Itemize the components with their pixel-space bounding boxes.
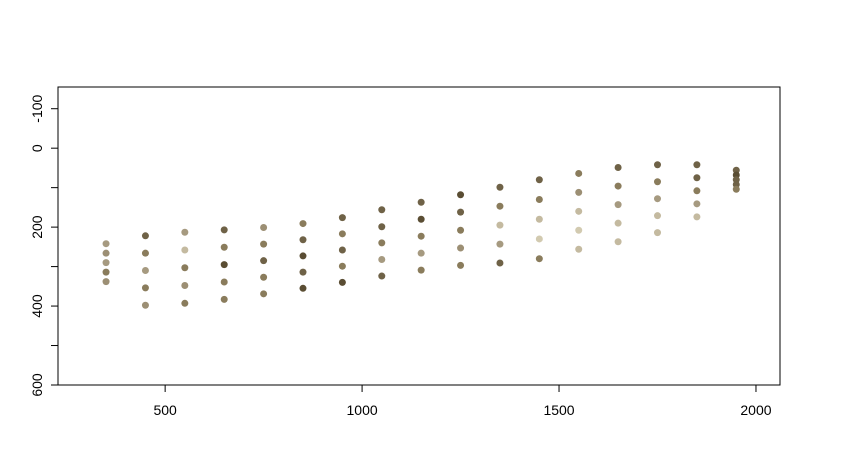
point [220, 243, 228, 251]
point [260, 290, 268, 298]
point [338, 214, 346, 222]
point [496, 202, 504, 210]
point [575, 169, 583, 177]
point [141, 249, 149, 257]
y-tick-label: 600 [29, 373, 45, 397]
point [693, 213, 701, 221]
point [693, 174, 701, 182]
point [141, 232, 149, 240]
point [457, 244, 465, 252]
x-tick-label: 1500 [543, 402, 574, 418]
point [535, 176, 543, 184]
point [260, 240, 268, 248]
x-tick-label: 2000 [740, 402, 771, 418]
point [181, 246, 189, 254]
point [299, 268, 307, 276]
point [141, 267, 149, 275]
point [181, 264, 189, 272]
point [732, 185, 740, 193]
point [102, 278, 110, 286]
point [417, 198, 425, 206]
point [575, 207, 583, 215]
point [102, 240, 110, 248]
point [338, 262, 346, 270]
point [299, 236, 307, 244]
point [693, 187, 701, 195]
point [575, 188, 583, 196]
point [535, 235, 543, 243]
point [102, 259, 110, 267]
point [102, 268, 110, 276]
point [614, 219, 622, 227]
point [614, 238, 622, 246]
point [654, 195, 662, 203]
point [260, 224, 268, 232]
point [535, 255, 543, 263]
point [220, 278, 228, 286]
y-tick-label: 0 [29, 144, 45, 152]
point [693, 200, 701, 208]
point [181, 228, 189, 236]
point [417, 232, 425, 240]
point [614, 164, 622, 172]
point [260, 273, 268, 281]
y-tick-label: 400 [29, 294, 45, 318]
point [496, 259, 504, 267]
point [338, 278, 346, 286]
point [614, 201, 622, 209]
x-tick-label: 500 [153, 402, 177, 418]
point [614, 182, 622, 190]
point [338, 246, 346, 254]
point [141, 301, 149, 309]
point [299, 220, 307, 228]
point [654, 178, 662, 186]
point [496, 183, 504, 191]
point [535, 195, 543, 203]
point [378, 206, 386, 214]
point [654, 229, 662, 237]
point [417, 249, 425, 257]
point [417, 215, 425, 223]
point [102, 249, 110, 257]
point [654, 161, 662, 169]
point [220, 295, 228, 303]
point [378, 223, 386, 231]
y-tick-label: 200 [29, 215, 45, 239]
point [457, 191, 465, 199]
point [654, 212, 662, 220]
point [575, 245, 583, 253]
point [181, 282, 189, 290]
point [299, 284, 307, 292]
point [496, 240, 504, 248]
point [575, 226, 583, 234]
point [378, 255, 386, 263]
point [141, 284, 149, 292]
point [535, 215, 543, 223]
point [457, 208, 465, 216]
point [299, 252, 307, 260]
point [457, 261, 465, 269]
plot-frame [57, 86, 781, 386]
point [417, 266, 425, 274]
x-tick-label: 1000 [347, 402, 378, 418]
point [378, 239, 386, 247]
point [260, 257, 268, 265]
y-tick-label: -100 [29, 94, 45, 122]
point [338, 230, 346, 238]
point [496, 221, 504, 229]
point [220, 226, 228, 234]
point [378, 272, 386, 280]
point [457, 226, 465, 234]
point [693, 161, 701, 169]
point [181, 299, 189, 307]
point [220, 261, 228, 269]
